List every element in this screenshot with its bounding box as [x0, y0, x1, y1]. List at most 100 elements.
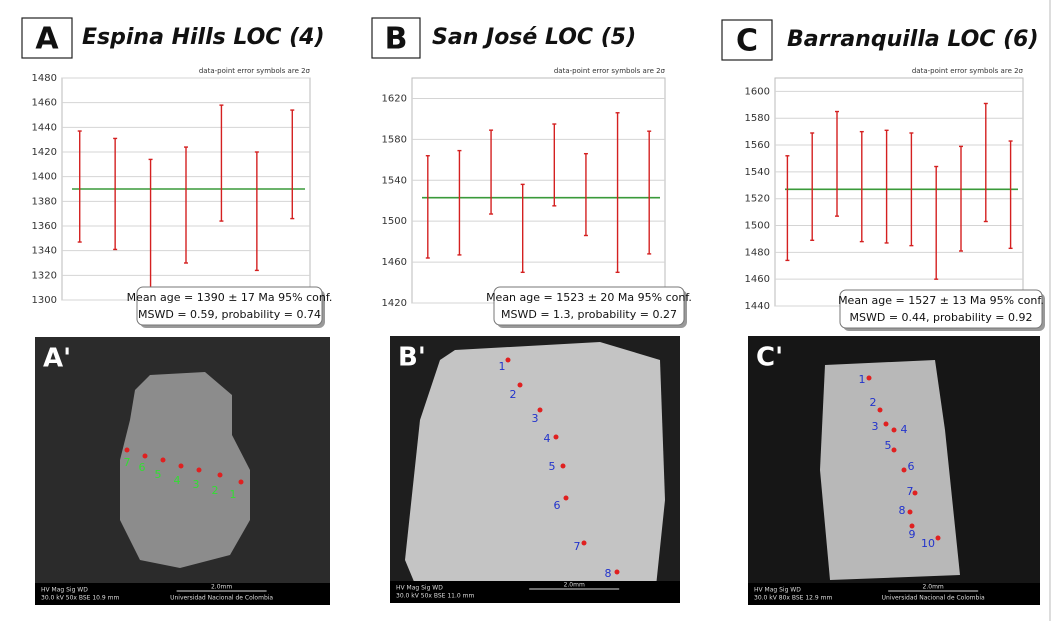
- error-bar: [290, 109, 295, 220]
- spot-label: 1: [499, 360, 506, 373]
- error-bar: [785, 155, 790, 262]
- spot-label: 6: [554, 499, 561, 512]
- y-tick-label: 1600: [745, 86, 770, 97]
- info-bar: [748, 583, 1040, 605]
- subtitle: data-point error symbols are 2σ: [554, 67, 666, 75]
- y-tick-label: 1560: [745, 140, 770, 151]
- spot: [142, 453, 148, 459]
- annotation-box: [136, 286, 323, 326]
- annotation-box: [839, 289, 1043, 329]
- spot-label: 7: [124, 456, 131, 469]
- annotation: MSWD = 1.3, probability = 0.27: [501, 308, 677, 321]
- error-bar: [520, 183, 525, 274]
- y-tick-label: 1300: [32, 295, 57, 306]
- spot: [907, 509, 913, 515]
- panel-box: [371, 17, 421, 59]
- error-bar: [219, 104, 224, 222]
- error-bar: [835, 110, 839, 217]
- annotation: Mean age = 1527 ± 13 Ma 95% conf.: [838, 294, 1044, 307]
- spot-label: 4: [544, 432, 551, 445]
- y-tick-label: 1460: [745, 274, 770, 285]
- error-bar: [1008, 140, 1013, 250]
- chart-title: Barranquilla LOC (6): [787, 27, 1039, 52]
- spot-label: 10: [921, 537, 935, 550]
- grain: [120, 372, 250, 568]
- institution: Universidad Nacional de Colombia: [170, 595, 273, 602]
- scale-label: 2.0mm: [923, 584, 944, 591]
- spot: [160, 457, 166, 463]
- panel-box: [21, 17, 73, 59]
- spot: [217, 472, 223, 478]
- annotation: Mean age = 1390 ± 17 Ma 95% conf.: [127, 291, 333, 304]
- y-tick-label: 1500: [745, 221, 770, 232]
- y-tick-label: 1440: [745, 301, 770, 312]
- chart-title: Espina Hills LOC (4): [82, 25, 325, 50]
- error-bar: [810, 132, 815, 241]
- spot: [891, 427, 897, 433]
- info-bar: [35, 583, 330, 605]
- spot: [563, 495, 569, 501]
- spot: [517, 382, 523, 388]
- y-tick-label: 1360: [32, 221, 57, 232]
- spot: [505, 357, 511, 363]
- y-tick-label: 1580: [745, 113, 770, 124]
- info: 30.0 kV 80x BSE 12.9 mm: [754, 595, 832, 602]
- spot-label: 2: [212, 484, 219, 497]
- spot-label: 3: [193, 478, 200, 491]
- y-tick-label: 1320: [32, 270, 57, 281]
- error-bar: [77, 130, 82, 243]
- y-tick-label: 1420: [382, 298, 407, 309]
- info-header: HV Mag Sig WD: [754, 587, 801, 594]
- spot-label: 2: [510, 388, 517, 401]
- spot: [909, 523, 915, 529]
- spot: [901, 467, 907, 473]
- y-tick-label: 1400: [32, 172, 57, 183]
- spot: [537, 407, 543, 413]
- y-tick-label: 1480: [745, 247, 770, 258]
- spot: [560, 463, 566, 469]
- spot-label: 6: [139, 461, 146, 474]
- error-bar: [552, 123, 557, 207]
- grain: [820, 360, 960, 580]
- chart-title: San José LOC (5): [432, 25, 636, 50]
- error-bar: [909, 132, 914, 247]
- y-tick-label: 1460: [382, 257, 407, 268]
- y-tick-label: 1380: [32, 196, 57, 207]
- scale-label: 2.0mm: [211, 584, 232, 591]
- spot-label: 5: [155, 468, 162, 481]
- info: 30.0 kV 50x BSE 10.9 mm: [41, 595, 119, 602]
- spot: [238, 479, 244, 485]
- spot: [178, 463, 184, 469]
- y-tick-label: 1440: [32, 122, 57, 133]
- error-bar: [425, 155, 430, 259]
- error-bar: [859, 130, 864, 243]
- spot: [553, 434, 559, 440]
- institution: Universidad Nacional de Colombia: [882, 595, 985, 602]
- error-bar: [457, 149, 462, 256]
- spot-label: 1: [859, 373, 866, 386]
- spot-label: 3: [532, 412, 539, 425]
- info-header: HV Mag Sig WD: [396, 585, 443, 592]
- panel-letter: A: [35, 22, 59, 57]
- panel-letter: C: [736, 24, 758, 59]
- y-tick-label: 1340: [32, 246, 57, 257]
- error-bar: [934, 165, 939, 280]
- error-bar: [184, 146, 188, 264]
- y-tick-label: 1460: [32, 98, 57, 109]
- spot-label: 4: [901, 423, 908, 436]
- error-bar: [489, 129, 494, 215]
- image-label: A': [43, 344, 71, 374]
- spot: [877, 407, 883, 413]
- error-bar: [959, 145, 963, 252]
- error-bar: [113, 137, 118, 251]
- y-tick-label: 1540: [382, 175, 407, 186]
- error-bar: [583, 152, 588, 237]
- y-tick-label: 1520: [745, 194, 770, 205]
- error-bar: [615, 112, 620, 274]
- spot: [912, 490, 918, 496]
- error-bar: [647, 130, 652, 255]
- spot: [196, 467, 202, 473]
- grain: [405, 342, 665, 596]
- subtitle: data-point error symbols are 2σ: [912, 67, 1024, 75]
